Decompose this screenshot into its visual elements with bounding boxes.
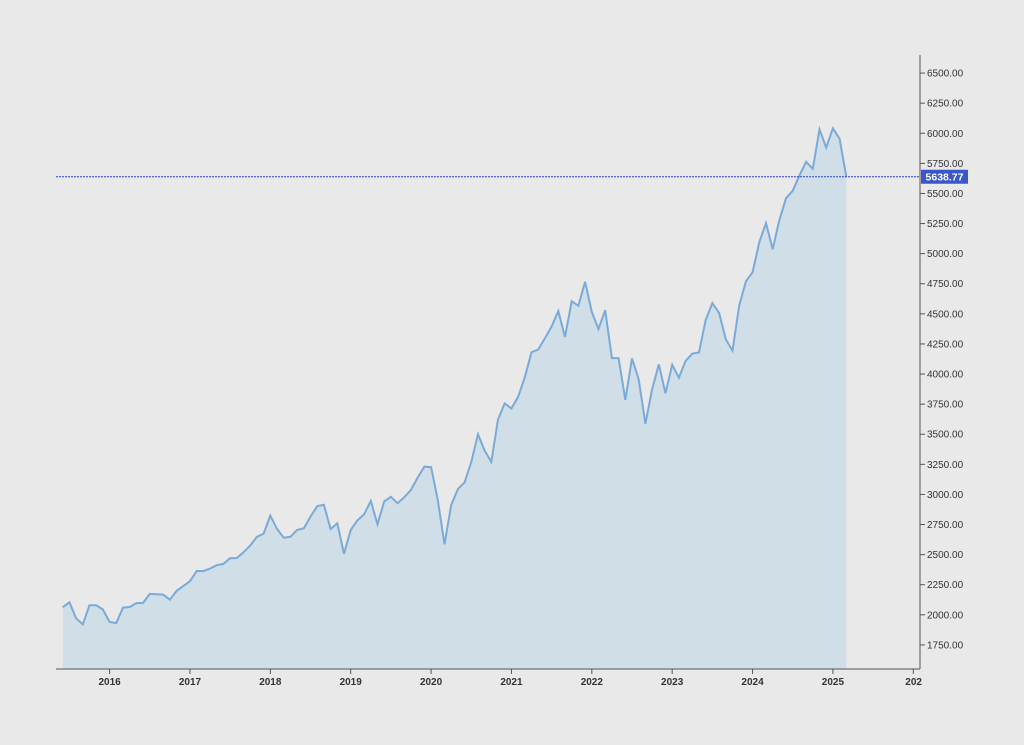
- y-tick-label: 4000.00: [927, 370, 964, 381]
- x-tick-label: 2024: [741, 677, 764, 688]
- current-value-badge: 5638.77: [921, 169, 968, 184]
- y-tick-label: 2000.00: [927, 610, 964, 621]
- x-tick-label: 2020: [420, 677, 443, 688]
- y-tick-label: 4750.00: [927, 279, 964, 290]
- y-tick-label: 2750.00: [927, 520, 964, 531]
- x-tick-label: 2016: [98, 677, 121, 688]
- y-tick-label: 4500.00: [927, 309, 964, 320]
- current-value-badge-box: [921, 169, 968, 184]
- x-tick-label: 2018: [259, 677, 282, 688]
- x-tick-label: 2023: [661, 677, 684, 688]
- x-tick-label: 2022: [581, 677, 604, 688]
- y-tick-label: 5500.00: [927, 189, 964, 200]
- y-tick-label: 2500.00: [927, 550, 964, 561]
- y-tick-label: 3750.00: [927, 400, 964, 411]
- y-tick-label: 3500.00: [927, 430, 964, 441]
- current-value-label: 5638.77: [926, 172, 964, 184]
- y-tick-label: 5000.00: [927, 249, 964, 260]
- x-tick-label: 2019: [340, 677, 363, 688]
- area-fill: [62, 128, 847, 670]
- x-tick-label: 2025: [822, 677, 845, 688]
- x-tick-label: 2017: [179, 677, 202, 688]
- y-axis-ticks: 1750.00 2000.00 2250.00 2500.00 2750.00 3000.…: [920, 69, 964, 651]
- y-tick-label: 3250.00: [927, 460, 964, 471]
- x-tick-label: 202: [905, 677, 922, 688]
- y-tick-label: 5750.00: [927, 159, 964, 170]
- x-axis-ticks: 2016 2017 2018 2019 2020 2021 2022 2023 2024 2025…: [98, 669, 922, 688]
- y-tick-label: 5250.00: [927, 219, 964, 230]
- y-tick-label: 6250.00: [927, 99, 964, 110]
- x-tick-label: 2021: [500, 677, 523, 688]
- y-tick-label: 2250.00: [927, 580, 964, 591]
- y-tick-label: 4250.00: [927, 339, 964, 350]
- y-tick-label: 6000.00: [927, 129, 964, 140]
- y-tick-label: 6500.00: [927, 69, 964, 80]
- y-tick-label: 3000.00: [927, 490, 964, 501]
- y-tick-label: 1750.00: [927, 640, 964, 651]
- series-line: [62, 125, 848, 627]
